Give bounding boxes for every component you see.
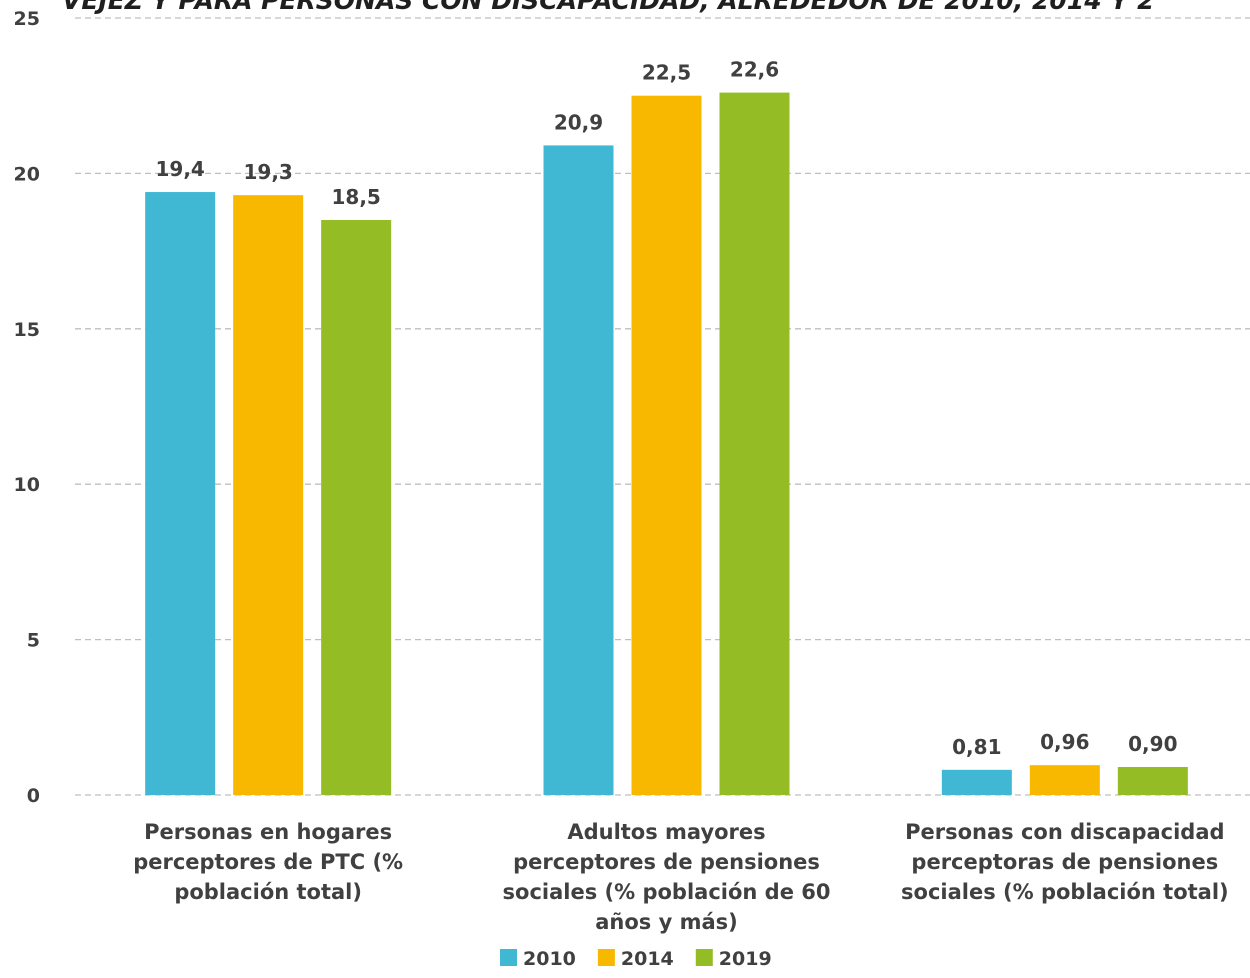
x-tick-label: Personas con discapacidad perceptoras de… (901, 820, 1229, 904)
y-tick-label: 25 (14, 8, 40, 30)
legend-label: 2019 (719, 948, 772, 970)
data-label: 18,5 (331, 185, 380, 209)
data-label: 19,4 (155, 157, 204, 181)
data-label: 0,90 (1128, 732, 1177, 756)
data-label: 0,81 (952, 735, 1001, 759)
x-tick-label: Adultos mayores perceptores de pensiones… (502, 820, 831, 934)
legend-label: 2014 (621, 948, 674, 970)
data-label: 22,5 (642, 61, 691, 85)
y-tick-label: 20 (14, 163, 40, 185)
y-tick-label: 5 (27, 630, 40, 652)
data-label: 22,6 (730, 58, 779, 82)
bar (145, 192, 216, 796)
x-tick-label: Personas en hogares perceptores de PTC (… (133, 820, 404, 904)
legend-swatch (500, 949, 517, 966)
data-label: 0,96 (1040, 730, 1089, 754)
bar (1029, 765, 1100, 795)
legend-label: 2010 (523, 948, 576, 970)
legend-swatch (597, 949, 615, 966)
bar (631, 95, 702, 795)
y-tick-label: 15 (14, 319, 40, 341)
chart-title: VEJEZ Y PARA PERSONAS CON DISCAPACIDAD, … (62, 0, 1155, 15)
bar (233, 195, 304, 795)
data-label: 19,3 (243, 160, 292, 184)
bar (321, 220, 392, 795)
bar (543, 145, 614, 796)
y-tick-label: 10 (14, 474, 40, 496)
bar (719, 92, 790, 796)
y-tick-label: 0 (27, 785, 40, 807)
legend-swatch (695, 949, 713, 966)
bar (941, 769, 1012, 795)
bar (1117, 767, 1188, 795)
data-label: 20,9 (554, 110, 603, 134)
